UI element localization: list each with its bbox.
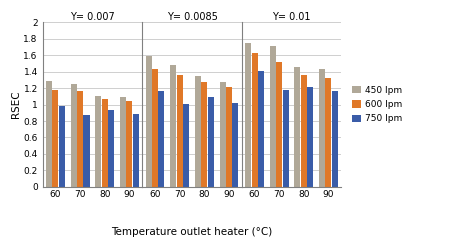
Bar <box>195 76 201 187</box>
Bar <box>95 96 101 187</box>
Bar <box>158 91 164 187</box>
Bar <box>183 104 189 187</box>
Bar <box>59 106 65 187</box>
Y-axis label: RSEC: RSEC <box>10 91 21 118</box>
Bar <box>120 97 126 187</box>
Bar <box>152 69 158 187</box>
Bar <box>307 87 313 187</box>
Bar <box>127 101 132 187</box>
Bar <box>270 46 276 187</box>
Bar <box>83 115 90 187</box>
Text: Temperature outlet heater (°C): Temperature outlet heater (°C) <box>111 227 273 237</box>
Bar <box>208 97 214 187</box>
Bar <box>77 91 83 187</box>
Title: Y= 0.0085: Y= 0.0085 <box>166 12 218 22</box>
Bar <box>301 75 307 187</box>
Bar <box>326 78 331 187</box>
Bar <box>53 90 58 187</box>
Bar <box>71 84 77 187</box>
Bar <box>319 69 325 187</box>
Bar <box>146 56 152 187</box>
Legend: 450 lpm, 600 lpm, 750 lpm: 450 lpm, 600 lpm, 750 lpm <box>351 84 404 125</box>
Bar <box>294 67 301 187</box>
Bar <box>226 87 232 187</box>
Bar <box>232 103 238 187</box>
Bar <box>283 90 289 187</box>
Bar <box>170 65 176 187</box>
Bar <box>201 82 207 187</box>
Bar <box>102 99 108 187</box>
Bar <box>332 91 338 187</box>
Bar <box>276 62 282 187</box>
Bar <box>108 110 114 187</box>
Bar <box>177 75 182 187</box>
Bar <box>252 53 257 187</box>
Title: Y= 0.01: Y= 0.01 <box>272 12 311 22</box>
Bar <box>133 114 139 187</box>
Bar <box>245 43 251 187</box>
Bar <box>219 82 226 187</box>
Title: Y= 0.007: Y= 0.007 <box>70 12 115 22</box>
Bar <box>258 71 264 187</box>
Bar <box>46 81 52 187</box>
